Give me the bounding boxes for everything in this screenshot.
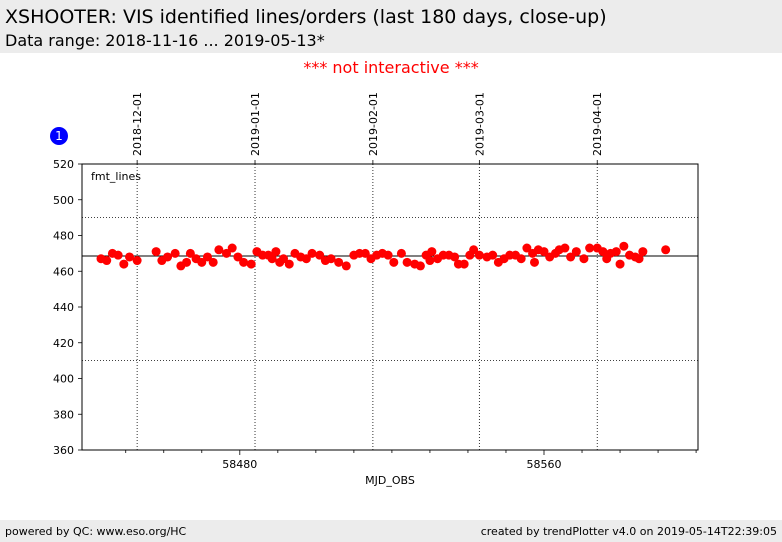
data-point [113, 250, 123, 260]
data-point [233, 252, 243, 262]
data-point [402, 257, 412, 267]
data-point [151, 247, 161, 257]
data-point [661, 245, 671, 255]
data-point [119, 259, 129, 269]
data-point [271, 247, 281, 257]
data-point [125, 252, 135, 262]
y-tick-label: 400 [53, 373, 74, 386]
data-point [246, 259, 256, 269]
data-point [585, 243, 595, 253]
data-point [619, 241, 629, 251]
x-tick-label: 58480 [222, 458, 257, 471]
data-point [383, 250, 393, 260]
data-point [326, 254, 336, 264]
plot-number-badge: 1 [50, 127, 68, 145]
data-point [315, 250, 325, 260]
date-tick-label: 2019-02-01 [367, 92, 380, 156]
date-tick-label: 2019-04-01 [591, 92, 604, 156]
data-point [197, 257, 207, 267]
data-point [450, 252, 460, 262]
data-point [214, 245, 224, 255]
x-axis-label: MJD_OBS [365, 474, 415, 487]
data-point [360, 248, 370, 258]
data-point [284, 259, 294, 269]
created-by-text: created by trendPlotter v4.0 on 2019-05-… [480, 525, 777, 538]
data-point [389, 257, 399, 267]
data-point [102, 256, 112, 266]
plot-background [82, 164, 698, 450]
date-tick-label: 2018-12-01 [131, 92, 144, 156]
data-point [427, 247, 437, 257]
data-point [425, 256, 435, 266]
data-point [334, 257, 344, 267]
page-title: XSHOOTER: VIS identified lines/orders (l… [5, 6, 607, 28]
y-tick-label: 420 [53, 337, 74, 350]
data-point [615, 259, 625, 269]
data-point [221, 248, 231, 258]
data-point [474, 250, 484, 260]
y-tick-label: 500 [53, 194, 74, 207]
data-point [239, 257, 249, 267]
date-tick-label: 2019-03-01 [473, 92, 486, 156]
date-tick-label: 2019-01-01 [249, 92, 262, 156]
data-point [638, 247, 648, 257]
y-tick-label: 360 [53, 444, 74, 457]
data-point [170, 248, 180, 258]
y-tick-label: 380 [53, 408, 74, 421]
data-point [307, 248, 317, 258]
data-point [611, 247, 621, 257]
plot-frame [81, 163, 699, 451]
data-point [267, 254, 277, 264]
header-bar: XSHOOTER: VIS identified lines/orders (l… [0, 0, 782, 53]
panel-label: fmt_lines [91, 170, 141, 183]
data-point [182, 257, 192, 267]
y-tick-label: 480 [53, 230, 74, 243]
powered-by-text: powered by QC: www.eso.org/HC [5, 525, 187, 538]
x-tick-label: 58560 [527, 458, 562, 471]
data-point [202, 252, 212, 262]
data-point [301, 254, 311, 264]
data-point [539, 247, 549, 257]
footer-bar: powered by QC: www.eso.org/HC created by… [0, 520, 782, 542]
data-point [208, 257, 218, 267]
not-interactive-notice: *** not interactive *** [303, 58, 479, 77]
data-point [571, 247, 581, 257]
y-tick-label: 460 [53, 265, 74, 278]
data-point [185, 248, 195, 258]
data-point [163, 252, 173, 262]
data-point [522, 243, 532, 253]
data-point [529, 257, 539, 267]
data-point [566, 252, 576, 262]
data-point [579, 254, 589, 264]
data-point [341, 261, 351, 271]
plot-area: 2018-12-01 2019-01-01 2019-02-01 2019-03-01… [53, 92, 699, 471]
data-point [279, 254, 289, 264]
data-point [516, 254, 526, 264]
data-point [415, 261, 425, 271]
data-point [459, 259, 469, 269]
y-tick-label: 520 [53, 158, 74, 171]
data-point [396, 248, 406, 258]
data-range-subtitle: Data range: 2018-11-16 ... 2019-05-13* [5, 31, 325, 50]
data-point [488, 250, 498, 260]
data-point [469, 245, 479, 255]
data-point [634, 254, 644, 264]
y-tick-label: 440 [53, 301, 74, 314]
data-point [227, 243, 237, 253]
data-point [598, 247, 608, 257]
data-point [560, 243, 570, 253]
data-point [132, 256, 142, 266]
